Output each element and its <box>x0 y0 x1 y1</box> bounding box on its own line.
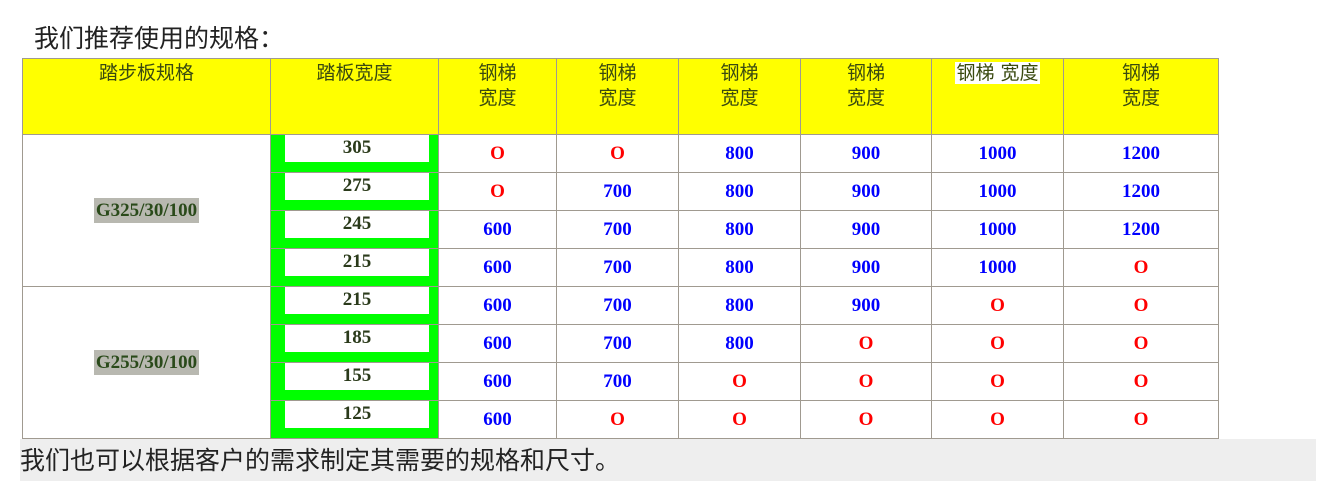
ladder-width-cell: 1200 <box>1063 172 1219 211</box>
column-header-label: 钢梯 宽度 <box>846 62 885 109</box>
tread-width-cell: 275 <box>270 172 439 211</box>
ladder-width-cell: 1200 <box>1063 210 1219 249</box>
tread-width-value: 125 <box>285 401 429 428</box>
tread-width-cell: 125 <box>270 400 439 439</box>
unavailable-cell: O <box>800 324 932 363</box>
table-row: 275 O 700 800 900 1000 1200 <box>23 172 1219 211</box>
ladder-width-cell: 700 <box>556 172 679 211</box>
ladder-width-cell: 1000 <box>931 210 1064 249</box>
tread-width-cell: 245 <box>270 210 439 249</box>
column-header: 钢梯 宽度 <box>678 58 801 135</box>
ladder-width-cell: 700 <box>556 324 679 363</box>
unavailable-cell: O <box>931 400 1064 439</box>
tread-width-cell: 185 <box>270 324 439 363</box>
spec-label: G255/30/100 <box>93 349 200 375</box>
ladder-width-cell: 1000 <box>931 248 1064 287</box>
ladder-width-cell: 800 <box>678 324 801 363</box>
column-header: 钢梯 宽度 <box>800 58 932 135</box>
unavailable-cell: O <box>800 362 932 401</box>
tread-width-cell: 215 <box>270 248 439 287</box>
ladder-width-cell: 600 <box>438 324 557 363</box>
tread-width-cell: 215 <box>270 286 439 325</box>
spec-label: G325/30/100 <box>93 197 200 223</box>
unavailable-cell: O <box>438 172 557 211</box>
ladder-width-cell: 1000 <box>931 172 1064 211</box>
ladder-width-cell: 600 <box>438 248 557 287</box>
ladder-width-cell: 600 <box>438 286 557 325</box>
table-row: 245 600 700 800 900 1000 1200 <box>23 210 1219 249</box>
ladder-width-cell: 800 <box>678 172 801 211</box>
ladder-width-cell: 800 <box>678 248 801 287</box>
column-header-label: 钢梯 宽度 <box>720 62 759 109</box>
spec-cell: G325/30/100 <box>22 134 271 287</box>
unavailable-cell: O <box>678 400 801 439</box>
ladder-width-cell: 900 <box>800 248 932 287</box>
tread-width-value: 215 <box>285 249 429 276</box>
spec-table: 踏步板规格 踏板宽度 钢梯 宽度 钢梯 宽度 钢梯 宽度 钢梯 宽度 钢梯 宽度 钢梯 宽度 G325/… <box>22 58 1219 439</box>
ladder-width-cell: 700 <box>556 248 679 287</box>
ladder-width-cell: 1000 <box>931 134 1064 173</box>
column-header-label: 钢梯 宽度 <box>955 62 1040 84</box>
table-row: G255/30/100 215 600 700 800 900 O O <box>22 286 1219 439</box>
unavailable-cell: O <box>1063 248 1219 287</box>
tread-width-value: 245 <box>285 211 429 238</box>
ladder-width-cell: 700 <box>556 210 679 249</box>
unavailable-cell: O <box>931 324 1064 363</box>
table-row: 215 600 700 800 900 1000 O <box>23 248 1219 287</box>
column-header: 钢梯 宽度 <box>1063 58 1219 135</box>
unavailable-cell: O <box>438 134 557 173</box>
unavailable-cell: O <box>556 400 679 439</box>
column-header: 钢梯 宽度 <box>556 58 679 135</box>
column-header: 钢梯 宽度 <box>931 58 1064 135</box>
ladder-width-cell: 900 <box>800 210 932 249</box>
ladder-width-cell: 700 <box>556 286 679 325</box>
column-header-label: 踏板宽度 <box>316 62 393 84</box>
unavailable-cell: O <box>931 362 1064 401</box>
unavailable-cell: O <box>1063 400 1219 439</box>
ladder-width-cell: 600 <box>438 210 557 249</box>
ladder-width-cell: 700 <box>556 362 679 401</box>
spec-cell: G255/30/100 <box>22 286 271 439</box>
ladder-width-cell: 900 <box>800 134 932 173</box>
column-header-label: 钢梯 宽度 <box>478 62 517 109</box>
ladder-width-cell: 800 <box>678 210 801 249</box>
ladder-width-cell: 900 <box>800 286 932 325</box>
footer-note: 我们也可以根据客户的需求制定其需要的规格和尺寸。 <box>20 439 1316 481</box>
unavailable-cell: O <box>931 286 1064 325</box>
tread-width-value: 305 <box>285 135 429 162</box>
ladder-width-cell: 900 <box>800 172 932 211</box>
ladder-width-cell: 800 <box>678 134 801 173</box>
ladder-width-cell: 1200 <box>1063 134 1219 173</box>
unavailable-cell: O <box>556 134 679 173</box>
tread-width-value: 185 <box>285 325 429 352</box>
tread-width-cell: 155 <box>270 362 439 401</box>
unavailable-cell: O <box>678 362 801 401</box>
ladder-width-cell: 600 <box>438 400 557 439</box>
tread-width-value: 215 <box>285 287 429 314</box>
column-header: 踏步板规格 <box>22 58 271 135</box>
column-header-label: 钢梯 宽度 <box>598 62 637 109</box>
tread-width-cell: 305 <box>270 134 439 173</box>
ladder-width-cell: 800 <box>678 286 801 325</box>
tread-width-value: 155 <box>285 363 429 390</box>
unavailable-cell: O <box>800 400 932 439</box>
column-header: 钢梯 宽度 <box>438 58 557 135</box>
unavailable-cell: O <box>1063 362 1219 401</box>
table-row: 125 600 O O O O O <box>23 400 1219 439</box>
tread-width-value: 275 <box>285 173 429 200</box>
column-header: 踏板宽度 <box>270 58 439 135</box>
unavailable-cell: O <box>1063 324 1219 363</box>
table-row: G325/30/100 305 O O 800 900 1000 1200 <box>22 134 1219 287</box>
column-header-label: 钢梯 宽度 <box>1121 62 1160 109</box>
header-row: 踏步板规格 踏板宽度 钢梯 宽度 钢梯 宽度 钢梯 宽度 钢梯 宽度 钢梯 宽度 钢梯 宽度 <box>22 58 1219 135</box>
unavailable-cell: O <box>1063 286 1219 325</box>
page-title: 我们推荐使用的规格： <box>34 24 285 53</box>
ladder-width-cell: 600 <box>438 362 557 401</box>
column-header-label: 踏步板规格 <box>98 62 194 84</box>
